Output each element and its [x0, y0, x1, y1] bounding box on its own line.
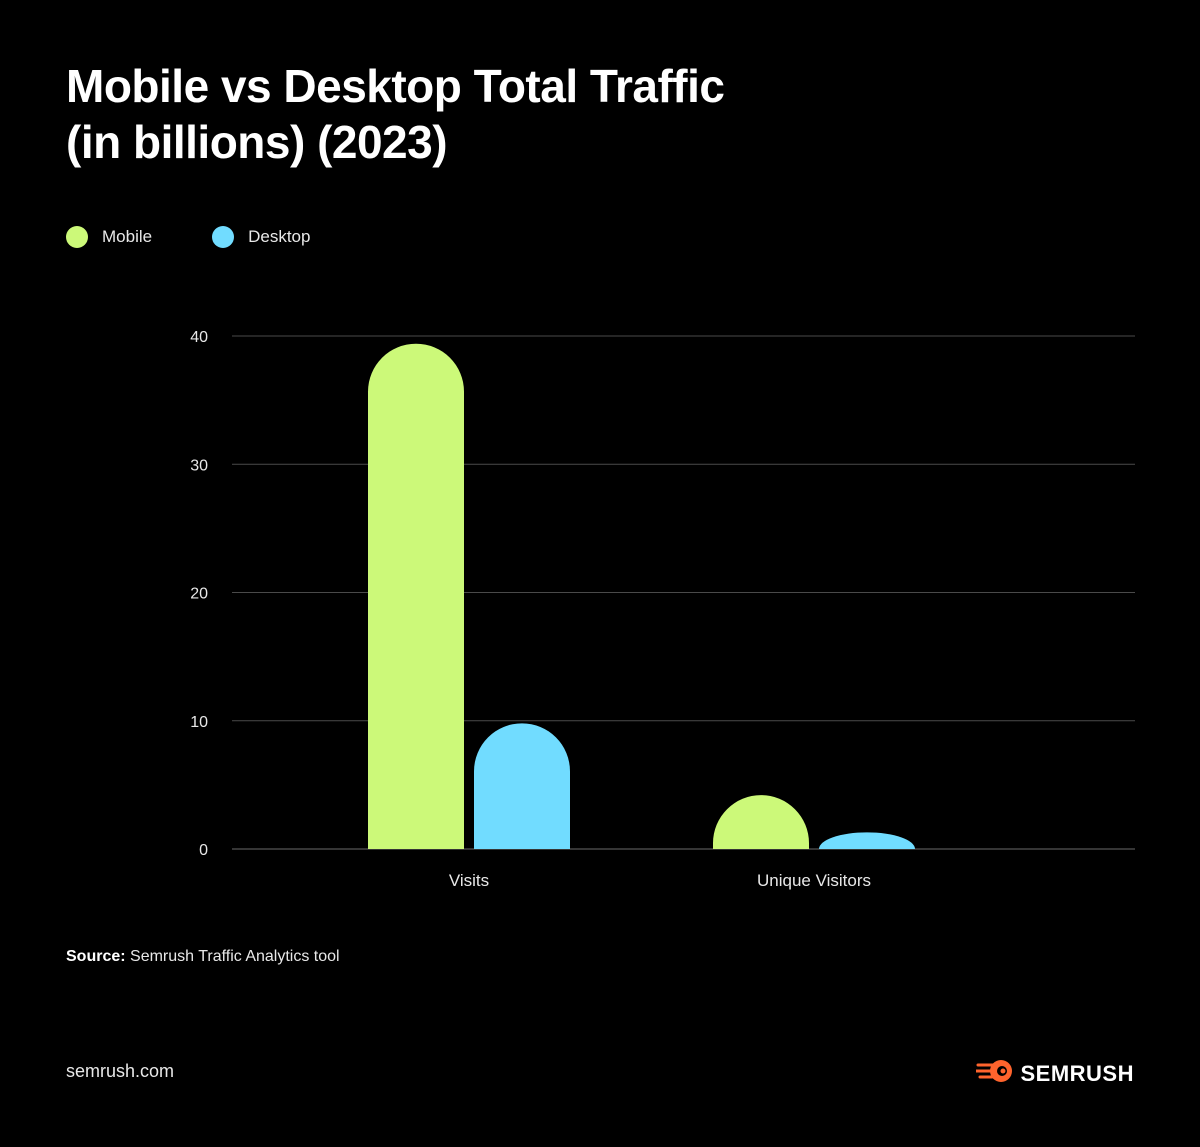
legend-label-mobile: Mobile: [102, 227, 153, 246]
legend-swatch-mobile: [66, 226, 88, 248]
bar-desktop-visits: [474, 723, 570, 849]
chart-title-line-2: (in billions) (2023): [66, 116, 448, 168]
y-tick-label: 40: [190, 329, 208, 346]
bar-desktop-unique-visitors: [819, 832, 915, 849]
semrush-fireball-icon: [974, 1059, 1014, 1088]
x-tick-label: Unique Visitors: [757, 871, 871, 890]
chart-title-line-1: Mobile vs Desktop Total Traffic: [66, 60, 725, 112]
legend-label-desktop: Desktop: [248, 227, 311, 246]
footer-site-url: semrush.com: [66, 1061, 175, 1081]
legend-swatch-desktop: [212, 226, 235, 248]
bar-mobile-visits: [368, 343, 464, 849]
logo-text: SEMRUSH: [1020, 1060, 1134, 1086]
legend-item-desktop: Desktop: [212, 226, 310, 248]
y-tick-label: 10: [190, 714, 208, 731]
chart-legend: Mobile Desktop: [66, 226, 370, 248]
bar-chart: 0 10 20 30 40 Visits Unique Visitors: [190, 329, 1135, 890]
y-tick-label: 0: [199, 842, 208, 859]
legend-item-mobile: Mobile: [66, 226, 152, 248]
y-tick-label: 20: [190, 586, 208, 603]
semrush-logo: SEMRUSH: [974, 1059, 1134, 1088]
y-tick-label: 30: [190, 457, 208, 474]
source-label: Source:: [66, 948, 126, 965]
x-tick-label: Visits: [449, 871, 489, 890]
bar-mobile-unique-visitors: [713, 795, 809, 849]
source-text: Semrush Traffic Analytics tool: [130, 948, 340, 965]
chart-title: Mobile vs Desktop Total Traffic (in bill…: [66, 58, 725, 170]
source-note: Source: Semrush Traffic Analytics tool: [66, 948, 340, 966]
